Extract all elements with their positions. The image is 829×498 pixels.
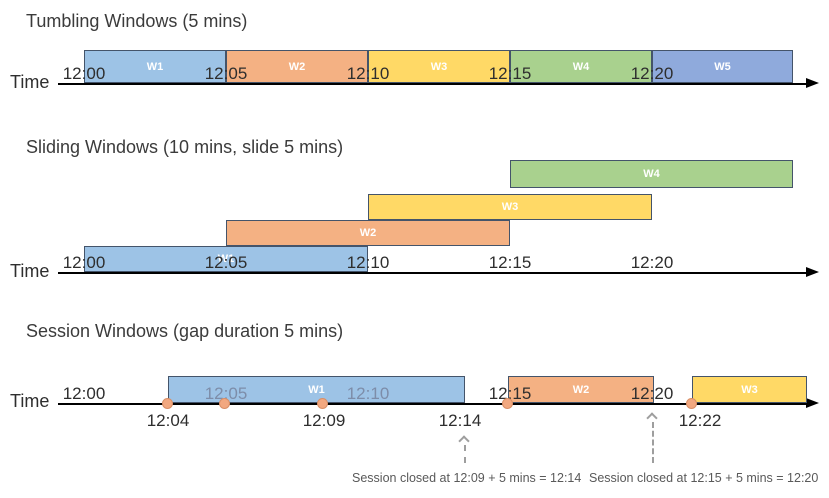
axis-tick-label: 12:20 <box>630 64 674 83</box>
axis-tick-label: 12:15 <box>488 384 532 403</box>
window-label: W4 <box>572 60 590 73</box>
axis-arrowhead-icon <box>806 267 819 277</box>
axis-tick-label: 12:05 <box>204 253 248 272</box>
window-box-w4: W4 <box>510 160 793 188</box>
section-title-session-windows: Session Windows (gap duration 5 mins) <box>26 321 344 341</box>
event-dot <box>502 398 513 409</box>
axis-tick-label: 12:00 <box>62 253 106 272</box>
event-time-label: 12:14 <box>438 411 482 430</box>
callout-arrowhead-up-icon <box>458 435 470 447</box>
window-box-w2: W2 <box>226 50 368 83</box>
callout-arrowhead-up-icon <box>646 412 658 424</box>
axis-tick-label: 12:00 <box>62 384 106 403</box>
window-label: W1 <box>308 383 325 396</box>
window-label: W5 <box>714 60 731 73</box>
time-axis-label: Time <box>10 72 50 92</box>
section-title-sliding-windows: Sliding Windows (10 mins, slide 5 mins) <box>26 137 344 157</box>
axis-arrowhead-icon <box>806 78 819 88</box>
callout-dashed-arrow-shaft <box>464 445 466 463</box>
axis-tick-label: 12:10 <box>346 253 390 272</box>
window-label: W3 <box>741 383 758 396</box>
axis-tick-label: 12:05 <box>204 64 248 83</box>
window-label: W3 <box>501 201 519 213</box>
window-label: W1 <box>217 253 235 265</box>
axis-tick-label: 12:10 <box>346 64 390 83</box>
axis-arrowhead-icon <box>806 398 819 408</box>
window-box-w1: W1 <box>168 376 465 403</box>
time-axis <box>58 83 806 85</box>
axis-tick-label: 12:20 <box>630 384 674 403</box>
axis-tick-label: 12:00 <box>62 64 106 83</box>
time-axis-label: Time <box>10 391 50 411</box>
window-label: W2 <box>359 227 377 239</box>
session-closed-annotation: Session closed at 12:09 + 5 mins = 12:14 <box>352 471 582 485</box>
axis-tick-label: 12:10 <box>346 384 390 403</box>
axis-tick-label: 12:20 <box>630 253 674 272</box>
window-box-w1: W1 <box>84 246 368 272</box>
callout-dashed-arrow-shaft <box>652 422 654 463</box>
window-box-w3: W3 <box>692 376 807 403</box>
window-box-w2: W2 <box>508 376 654 403</box>
window-label: W3 <box>430 60 448 73</box>
event-time-label: 12:09 <box>302 411 346 430</box>
axis-tick-label: 12:15 <box>488 64 532 83</box>
event-time-label: 12:04 <box>146 411 190 430</box>
window-label: W2 <box>572 383 590 396</box>
axis-tick-label: 12:15 <box>488 253 532 272</box>
time-axis-label: Time <box>10 261 50 281</box>
window-box-w4: W4 <box>510 50 652 83</box>
event-dot <box>686 398 697 409</box>
axis-tick-label: 12:05 <box>204 384 248 403</box>
time-axis <box>58 272 806 274</box>
window-box-w3: W3 <box>368 50 510 83</box>
window-box-w5: W5 <box>652 50 793 83</box>
window-label: W2 <box>288 60 306 73</box>
event-dot <box>162 398 173 409</box>
window-box-w1: W1 <box>84 50 226 83</box>
session-closed-annotation: Session closed at 12:15 + 5 mins = 12:20 <box>589 471 819 485</box>
section-title-tumbling-windows: Tumbling Windows (5 mins) <box>26 11 248 31</box>
time-axis <box>58 403 806 405</box>
event-dot <box>219 398 230 409</box>
window-box-w2: W2 <box>226 220 510 246</box>
window-label: W4 <box>643 168 660 180</box>
event-time-label: 12:22 <box>678 411 722 430</box>
window-box-w3: W3 <box>368 194 652 220</box>
event-dot <box>317 398 328 409</box>
window-label: W1 <box>146 60 164 73</box>
